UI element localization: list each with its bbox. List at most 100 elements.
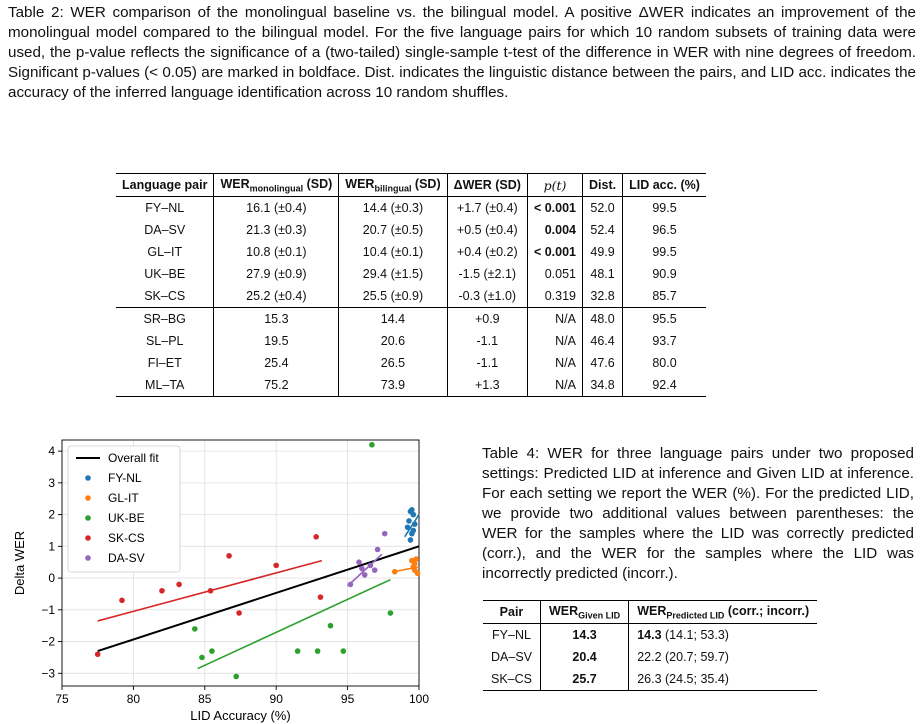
table-header-row: Pair WERGiven LID WERPredicted LID (corr… bbox=[483, 600, 818, 624]
cell-pair: SK–CS bbox=[483, 668, 541, 691]
cell-pair: GL–IT bbox=[116, 241, 215, 263]
data-point-uk-be bbox=[209, 648, 215, 654]
predicted-wer-breakdown: (14.1; 53.3) bbox=[661, 628, 729, 642]
data-point-gl-it bbox=[414, 570, 421, 577]
table-row: UK–BE 27.9 (±0.9) 29.4 (±1.5) -1.5 (±2.1) 0.… bbox=[116, 263, 706, 285]
cell-dist: 34.8 bbox=[582, 374, 624, 397]
x-tick-label: 85 bbox=[198, 692, 212, 706]
cell-wer-monolingual: 19.5 bbox=[213, 330, 340, 352]
legend-label: GL-IT bbox=[108, 491, 139, 505]
data-point-uk-be bbox=[233, 673, 240, 680]
table-row: FY–NL 14.3 14.3 (14.1; 53.3) bbox=[483, 623, 817, 647]
predicted-wer-value: 22.2 bbox=[637, 650, 662, 664]
data-point-fy-nl bbox=[410, 527, 417, 534]
legend-label: DA-SV bbox=[108, 551, 145, 565]
cell-dist: 32.8 bbox=[582, 285, 624, 308]
table-row: FY–NL 16.1 (±0.4) 14.4 (±0.3) +1.7 (±0.4) < … bbox=[116, 196, 706, 219]
cell-pair: DA–SV bbox=[116, 219, 215, 241]
cell-wer-monolingual: 27.9 (±0.9) bbox=[213, 263, 340, 285]
cell-delta-wer: -0.3 (±1.0) bbox=[447, 285, 528, 308]
legend-marker bbox=[85, 475, 91, 481]
x-tick-label: 95 bbox=[341, 692, 355, 706]
data-point-uk-be bbox=[199, 654, 205, 661]
cell-wer-predicted-lid: 22.2 (20.7; 59.7) bbox=[629, 646, 817, 668]
table-row: DA–SV 20.4 22.2 (20.7; 59.7) bbox=[483, 646, 817, 668]
cell-pair: FI–ET bbox=[116, 352, 215, 374]
fit-line-uk-be bbox=[197, 578, 391, 670]
cell-pair: FY–NL bbox=[116, 196, 215, 219]
cell-pair: SK–CS bbox=[116, 285, 215, 308]
cell-lid-acc: 96.5 bbox=[652, 223, 677, 237]
predicted-wer-value: 14.3 bbox=[637, 628, 662, 642]
col-wer-predicted-lid: WERPredicted LID (corr.; incorr.) bbox=[628, 600, 818, 624]
x-tick-label: 75 bbox=[55, 692, 69, 706]
data-point-da-sv bbox=[359, 565, 365, 572]
plot-frame bbox=[61, 439, 420, 687]
data-point-uk-be bbox=[314, 648, 321, 654]
fit-line-fy-nl bbox=[404, 514, 420, 538]
cell-dist: 46.4 bbox=[582, 330, 624, 352]
data-point-fy-nl bbox=[406, 518, 412, 524]
cell-wer-predicted-lid: 26.3 (24.5; 35.4) bbox=[628, 668, 818, 691]
scatter-chart: 75 80 85 90 95 100 −3 −2 −1 0 1 2 3 4 LID Accuracy (%)… bbox=[12, 439, 429, 723]
data-point-uk-be bbox=[192, 626, 198, 632]
cell-lid-acc: 99.5 bbox=[652, 201, 677, 215]
cell-p-value: N/A bbox=[527, 307, 584, 330]
cell-wer-bilingual: 20.7 (±0.5) bbox=[338, 219, 448, 241]
cell-dist: 47.6 bbox=[582, 352, 624, 374]
table4-caption: Table 4: WER for three language pairs un… bbox=[482, 445, 914, 582]
col-p-value: p(t) bbox=[527, 173, 584, 197]
data-point-sk-cs bbox=[236, 610, 242, 616]
cell-delta-wer: -1.1 bbox=[447, 330, 528, 352]
data-point-da-sv bbox=[361, 572, 368, 578]
x-tick-label: 80 bbox=[127, 692, 141, 706]
cell-dist: 48.0 bbox=[582, 307, 624, 330]
table2-body: FY–NL 16.1 (±0.4) 14.4 (±0.3) +1.7 (±0.4) < … bbox=[116, 196, 706, 397]
col-wer-monolingual: WERmonolingual (SD) bbox=[213, 173, 340, 197]
cell-pair: FY–NL bbox=[483, 623, 541, 646]
cell-delta-wer: -1.1 bbox=[447, 352, 528, 374]
data-point-fy-nl bbox=[411, 521, 418, 527]
cell-wer-bilingual: 29.4 (±1.5) bbox=[338, 263, 448, 285]
cell-wer-bilingual: 25.5 (±0.9) bbox=[338, 285, 448, 308]
data-point-sk-cs bbox=[159, 587, 165, 594]
table-row: GL–IT 10.8 (±0.1) 10.4 (±0.1) +0.4 (±0.2) < … bbox=[116, 241, 706, 263]
cell-p-value: < 0.001 bbox=[527, 196, 584, 219]
cell-dist: 49.9 bbox=[582, 241, 624, 263]
cell-wer-monolingual: 75.2 bbox=[213, 374, 340, 397]
predicted-wer-breakdown: (24.5; 35.4) bbox=[661, 672, 729, 686]
data-point-sk-cs bbox=[176, 581, 182, 588]
cell-p-value: < 0.001 bbox=[527, 241, 584, 263]
y-axis-label: Delta WER bbox=[12, 531, 27, 595]
cell-delta-wer: +0.9 bbox=[447, 307, 528, 330]
cell-pair: DA–SV bbox=[483, 646, 541, 668]
legend-box bbox=[67, 445, 181, 573]
data-point-uk-be bbox=[294, 648, 301, 654]
cell-wer-predicted-lid: 14.3 (14.1; 53.3) bbox=[629, 624, 817, 647]
table4-body: FY–NL 14.3 14.3 (14.1; 53.3) DA–SV 20.4 22.2 … bbox=[483, 623, 818, 691]
data-point-fy-nl bbox=[404, 524, 411, 531]
cell-p-value: N/A bbox=[527, 330, 584, 352]
y-tick-label: 2 bbox=[48, 508, 55, 522]
cell-p-value: 0.004 bbox=[527, 219, 584, 241]
cell-p-value: N/A bbox=[527, 374, 584, 397]
col-dist: Dist. bbox=[582, 173, 624, 197]
table-row: FI–ET 25.4 26.5 -1.1 N/A 47.6 80.0 bbox=[116, 352, 706, 374]
cell-wer-given-lid: 20.4 bbox=[540, 646, 630, 668]
cell-dist: 52.4 bbox=[582, 219, 624, 241]
col-delta-wer: ΔWER (SD) bbox=[447, 173, 528, 197]
y-tick-label: −2 bbox=[41, 635, 55, 649]
data-point-da-sv bbox=[356, 559, 362, 566]
data-point-sk-cs bbox=[226, 553, 232, 559]
table-row: SR–BG 15.3 14.4 +0.9 N/A 48.0 95.5 bbox=[116, 307, 706, 330]
data-point-da-sv bbox=[374, 546, 381, 553]
cell-wer-monolingual: 25.2 (±0.4) bbox=[213, 285, 340, 308]
legend-label: Overall fit bbox=[108, 451, 159, 465]
cell-wer-monolingual: 15.3 bbox=[213, 307, 340, 330]
table-row: DA–SV 21.3 (±0.3) 20.7 (±0.5) +0.5 (±0.4) 0.… bbox=[116, 219, 706, 241]
data-point-sk-cs bbox=[94, 651, 101, 658]
cell-delta-wer: +0.4 (±0.2) bbox=[447, 241, 528, 263]
cell-wer-bilingual: 10.4 (±0.1) bbox=[338, 241, 448, 263]
y-tick-label: 3 bbox=[48, 476, 55, 490]
cell-pair: SL–PL bbox=[116, 330, 215, 352]
